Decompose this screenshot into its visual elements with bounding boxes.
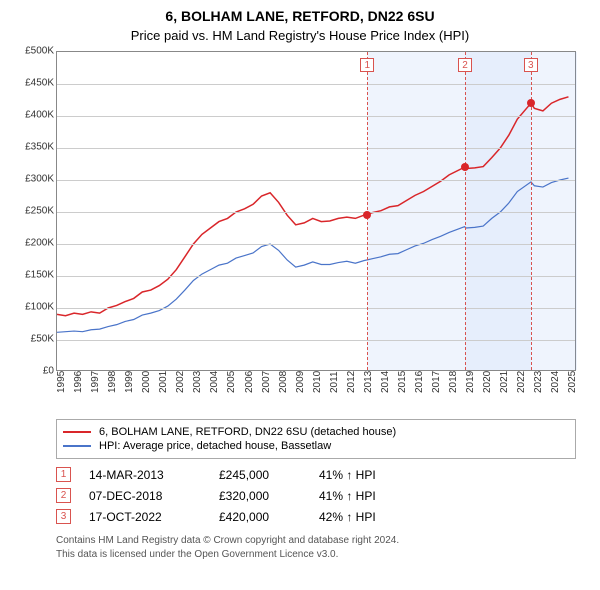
sale-date: 17-OCT-2022 <box>89 510 219 524</box>
series-line <box>57 97 568 316</box>
y-tick-label: £450K <box>10 78 54 89</box>
sale-row: 3 17-OCT-2022£420,00042% ↑ HPI <box>56 509 576 524</box>
footnote-line: Contains HM Land Registry data © Crown c… <box>56 534 576 548</box>
sale-pct: 41% ↑ HPI <box>319 468 439 482</box>
sale-dot <box>527 99 535 107</box>
sale-dot <box>363 211 371 219</box>
sale-date: 07-DEC-2018 <box>89 489 219 503</box>
sales-table: 1 14-MAR-2013£245,00041% ↑ HPI 2 07-DEC-201… <box>56 467 576 524</box>
legend-item: HPI: Average price, detached house, Bass… <box>63 440 569 452</box>
y-tick-label: £0 <box>10 366 54 377</box>
sale-index-box: 1 <box>56 467 71 482</box>
y-tick-label: £100K <box>10 302 54 313</box>
y-tick-label: £350K <box>10 142 54 153</box>
chart-subtitle: Price paid vs. HM Land Registry's House … <box>10 28 590 43</box>
x-tick-label: 2025 <box>567 371 600 393</box>
sale-row: 2 07-DEC-2018£320,00041% ↑ HPI <box>56 488 576 503</box>
footnote-line: This data is licensed under the Open Gov… <box>56 548 576 562</box>
y-tick-label: £400K <box>10 110 54 121</box>
sale-date: 14-MAR-2013 <box>89 468 219 482</box>
legend-item: 6, BOLHAM LANE, RETFORD, DN22 6SU (detac… <box>63 426 569 438</box>
legend: 6, BOLHAM LANE, RETFORD, DN22 6SU (detac… <box>56 419 576 459</box>
legend-label: 6, BOLHAM LANE, RETFORD, DN22 6SU (detac… <box>99 426 396 438</box>
sale-marker-box: 1 <box>360 58 374 72</box>
sale-price: £320,000 <box>219 489 319 503</box>
y-tick-label: £150K <box>10 270 54 281</box>
chart-title: 6, BOLHAM LANE, RETFORD, DN22 6SU <box>10 8 590 24</box>
sale-row: 1 14-MAR-2013£245,00041% ↑ HPI <box>56 467 576 482</box>
legend-swatch <box>63 431 91 433</box>
y-tick-label: £250K <box>10 206 54 217</box>
footnote: Contains HM Land Registry data © Crown c… <box>56 534 576 562</box>
plot-area: 1 2 3 <box>56 51 576 371</box>
sale-marker-box: 2 <box>458 58 472 72</box>
sale-index-box: 2 <box>56 488 71 503</box>
y-tick-label: £500K <box>10 46 54 57</box>
chart-area: £0 £50K £100K £150K £200K £250K £300K £350K £400… <box>10 51 590 411</box>
sale-dot <box>461 163 469 171</box>
sale-index-box: 3 <box>56 509 71 524</box>
y-tick-label: £50K <box>10 334 54 345</box>
legend-label: HPI: Average price, detached house, Bass… <box>99 440 331 452</box>
y-tick-label: £200K <box>10 238 54 249</box>
sale-price: £420,000 <box>219 510 319 524</box>
legend-swatch <box>63 445 91 447</box>
sale-pct: 41% ↑ HPI <box>319 489 439 503</box>
chart-container: 6, BOLHAM LANE, RETFORD, DN22 6SU Price … <box>0 0 600 570</box>
sale-price: £245,000 <box>219 468 319 482</box>
y-tick-label: £300K <box>10 174 54 185</box>
sale-vline <box>465 52 466 370</box>
series-line <box>57 178 568 332</box>
sale-pct: 42% ↑ HPI <box>319 510 439 524</box>
sale-marker-box: 3 <box>524 58 538 72</box>
